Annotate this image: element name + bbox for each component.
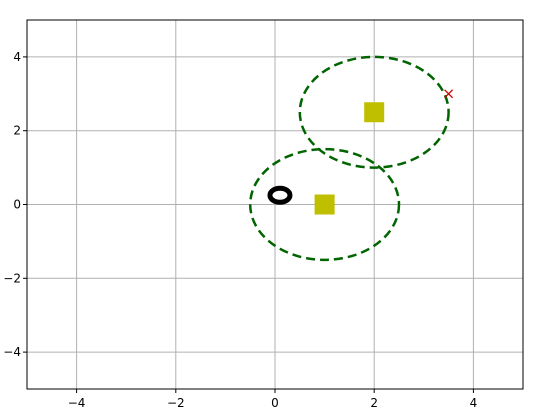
y-tick-label: −2 <box>3 271 21 285</box>
x-tick-label: 4 <box>470 396 478 410</box>
x-tick-label: −4 <box>68 396 86 410</box>
y-tick-label: 2 <box>13 124 21 138</box>
x-tick-label: −2 <box>167 396 185 410</box>
ring-marker <box>267 185 293 205</box>
x-marker <box>444 89 454 99</box>
dashed-circle <box>298 55 450 169</box>
y-tick-label: 0 <box>13 198 21 212</box>
chart-marks <box>248 55 454 262</box>
x-marker-stroke <box>444 89 454 99</box>
y-tick-label: −4 <box>3 345 21 359</box>
dashed-circle <box>248 147 401 262</box>
axis-ticks: −4 −2 0 2 4 −4 −2 0 2 4 <box>3 50 477 410</box>
x-tick-label: 2 <box>370 396 378 410</box>
square-marker <box>314 194 335 215</box>
square-marker <box>364 102 385 123</box>
grid-lines <box>27 20 523 389</box>
y-tick-label: 4 <box>13 50 21 64</box>
x-tick-label: 0 <box>271 396 279 410</box>
